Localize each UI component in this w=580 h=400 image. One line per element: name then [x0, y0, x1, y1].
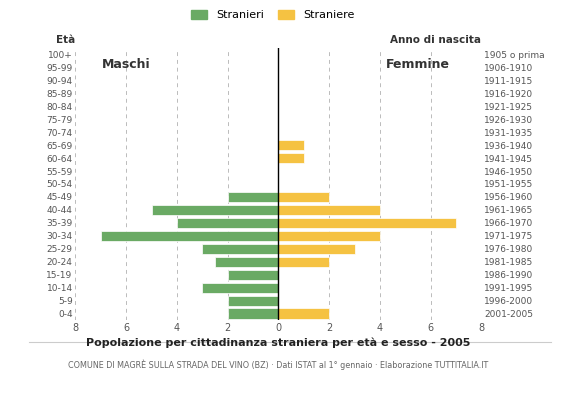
Bar — [278, 218, 456, 228]
Bar — [278, 308, 329, 318]
Bar — [227, 296, 278, 306]
Bar — [278, 192, 329, 202]
Bar — [278, 140, 304, 150]
Legend: Stranieri, Straniere: Stranieri, Straniere — [186, 6, 359, 25]
Bar — [278, 153, 304, 163]
Bar — [202, 282, 278, 293]
Bar — [151, 205, 278, 215]
Text: Maschi: Maschi — [102, 58, 150, 71]
Bar — [278, 244, 354, 254]
Text: Femmine: Femmine — [386, 58, 450, 71]
Bar — [202, 244, 278, 254]
Text: Popolazione per cittadinanza straniera per età e sesso - 2005: Popolazione per cittadinanza straniera p… — [86, 338, 470, 348]
Bar — [101, 231, 278, 241]
Bar — [227, 308, 278, 318]
Bar — [215, 257, 278, 267]
Text: Anno di nascita: Anno di nascita — [390, 35, 481, 45]
Bar — [278, 205, 380, 215]
Text: COMUNE DI MAGRÈ SULLA STRADA DEL VINO (BZ) · Dati ISTAT al 1° gennaio · Elaboraz: COMUNE DI MAGRÈ SULLA STRADA DEL VINO (B… — [68, 360, 488, 370]
Text: Età: Età — [56, 35, 75, 45]
Bar — [177, 218, 278, 228]
Bar — [227, 192, 278, 202]
Bar — [278, 231, 380, 241]
Bar — [227, 270, 278, 280]
Bar — [278, 257, 329, 267]
